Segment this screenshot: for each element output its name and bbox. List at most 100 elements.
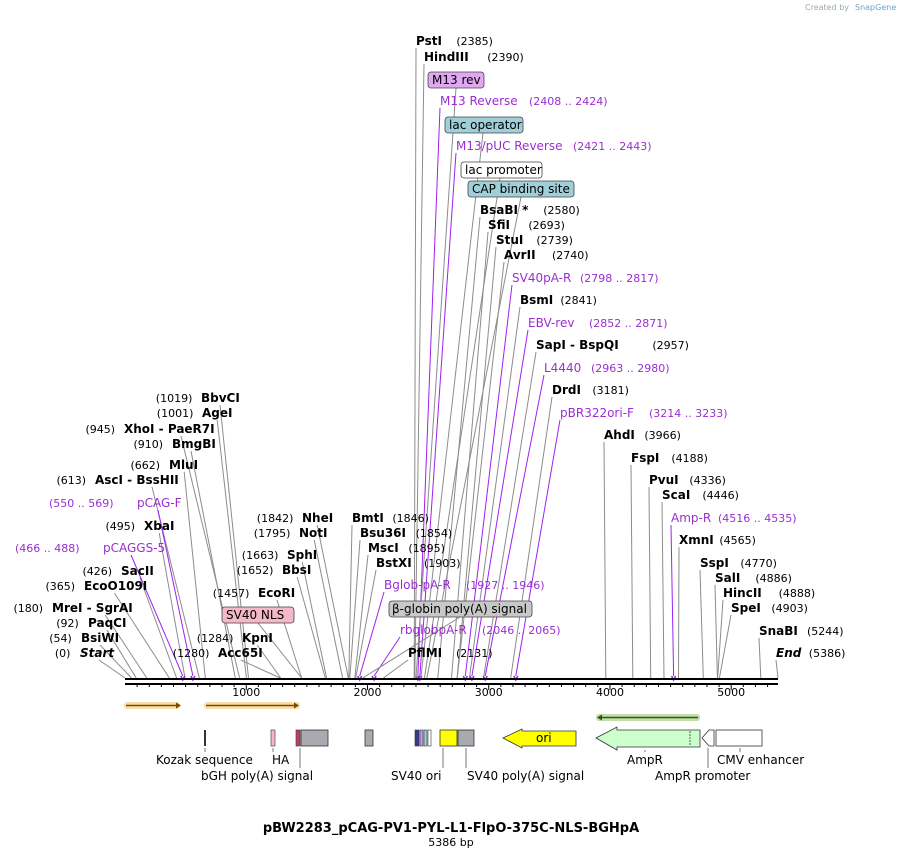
site-sfii[interactable]: SfiI (2693) — [488, 218, 565, 232]
site-xbai[interactable]: XbaI (495) — [106, 519, 175, 533]
primer-name: rbglobpA-R — [400, 623, 467, 637]
boxed-label-m13-rev[interactable]: M13 rev — [427, 71, 485, 89]
site-name: BmgBI — [172, 437, 216, 451]
primer-m13-puc-reverse[interactable]: M13/pUC Reverse (2421 .. 2443) — [456, 139, 652, 153]
site-ahdi[interactable]: AhdI (3966) — [604, 428, 681, 442]
site-leader — [775, 659, 779, 679]
site-bbsi[interactable]: BbsI (1652) — [237, 563, 312, 577]
site-leader — [648, 486, 652, 679]
site-position: (1652) — [237, 564, 274, 577]
boxed-label-beta-globin-polya[interactable]: β-globin poly(A) signal — [388, 600, 533, 618]
site-sali[interactable]: SalI (4886) — [715, 571, 792, 585]
site-sspi[interactable]: SspI (4770) — [700, 556, 777, 570]
boxed-label-lac-promoter[interactable]: lac promoter — [460, 161, 543, 179]
ampr-promoter-label: AmpR promoter — [655, 769, 750, 783]
site-stui[interactable]: StuI (2739) — [496, 233, 573, 247]
site-leader — [714, 584, 718, 679]
site-sphi[interactable]: SphI (1663) — [242, 548, 317, 562]
site-snabi[interactable]: SnaBI (5244) — [759, 624, 844, 638]
site-position: (0) — [55, 647, 71, 660]
site-mrei-sgrai[interactable]: MreI - SgrAI (180) — [14, 601, 133, 615]
site-xhoi-paer7i[interactable]: XhoI - PaeR7I (945) — [86, 422, 215, 436]
site-sacii[interactable]: SacII (426) — [83, 564, 154, 578]
primer-rbglobpa-r[interactable]: rbglobpA-R (2046 .. 2065) — [400, 623, 561, 637]
site-ecoo109i[interactable]: EcoO109I (365) — [46, 579, 148, 593]
site-name: AvrII — [504, 248, 536, 262]
site-leader — [603, 441, 607, 679]
site-acc65i[interactable]: Acc65I (1280) — [173, 646, 263, 660]
primer-pbr322ori-f[interactable]: pBR322ori-F (3214 .. 3233) — [560, 406, 728, 420]
site-bmti[interactable]: BmtI (1846) — [352, 511, 429, 525]
site-name: BsiWI — [81, 631, 119, 645]
site-leader — [699, 569, 704, 679]
site-nhei[interactable]: NheI (1842) — [257, 511, 333, 525]
primer-range: (2963 .. 2980) — [591, 362, 670, 375]
site-position: (910) — [134, 438, 164, 451]
site-mlui[interactable]: MluI (662) — [131, 458, 199, 472]
boxed-label-sv40-nls[interactable]: SV40 NLS — [221, 606, 295, 624]
site-leader — [348, 524, 353, 679]
feature-labels: Kozak sequence HA bGH poly(A) signal SV4… — [156, 748, 804, 783]
site-bbvci[interactable]: BbvCI (1019) — [156, 391, 240, 405]
site-leader — [354, 554, 369, 679]
site-name: MreI - SgrAI — [52, 601, 133, 615]
site-sapi-bspqi[interactable]: SapI - BspQI (2957) — [536, 338, 689, 352]
site-bstxi[interactable]: BstXI (1903) — [376, 556, 461, 570]
site-pvui[interactable]: PvuI (4336) — [649, 473, 726, 487]
site-position: (2390) — [487, 51, 524, 64]
site-name: Acc65I — [218, 646, 263, 660]
site-scai[interactable]: ScaI (4446) — [662, 488, 739, 502]
site-bmgbi[interactable]: BmgBI (910) — [134, 437, 216, 451]
site-ecori[interactable]: EcoRI (1457) — [213, 586, 295, 600]
site-position: (4336) — [689, 474, 726, 487]
site-leader — [414, 63, 425, 679]
site-position: (4888) — [779, 587, 816, 600]
primer-bglob-pa-r[interactable]: Bglob-pA-R (1927 .. 1946) — [384, 578, 545, 592]
site-msci[interactable]: MscI (1895) — [368, 541, 445, 555]
site-bsabi[interactable]: BsaBI * (2580) — [480, 203, 580, 217]
site-pflmi[interactable]: PflMI (2131) — [408, 646, 493, 660]
site-asci-bsshii[interactable]: AscI - BssHII (613) — [57, 473, 179, 487]
site-name: Bsu36I — [360, 526, 406, 540]
kozak-sequence-label: Kozak sequence — [156, 753, 253, 767]
primer-range: (2852 .. 2871) — [589, 317, 668, 330]
site-agei[interactable]: AgeI (1001) — [157, 406, 233, 420]
site-kpni[interactable]: KpnI (1284) — [197, 631, 273, 645]
site-psti[interactable]: PstI (2385) — [416, 34, 493, 48]
site-spei[interactable]: SpeI (4903) — [731, 601, 808, 615]
site-name: PstI — [416, 34, 442, 48]
primer-leader — [130, 554, 184, 677]
cap-binding-site-label: CAP binding site — [472, 182, 570, 196]
site-leader — [383, 659, 409, 679]
site-drdi[interactable]: DrdI (3181) — [552, 383, 629, 397]
nls-mark — [295, 729, 301, 747]
site-hindiii[interactable]: HindIII (2390) — [424, 50, 524, 64]
primer-l4440[interactable]: L4440 (2963 .. 2980) — [544, 361, 670, 375]
site-xmni[interactable]: XmnI (4565) — [679, 533, 756, 547]
site-avrii[interactable]: AvrII (2740) — [504, 248, 589, 262]
boxed-label-cap-binding-site[interactable]: CAP binding site — [467, 180, 575, 198]
site-start[interactable]: Start (0) — [55, 646, 115, 660]
site-fspi[interactable]: FspI (4188) — [631, 451, 708, 465]
primer-pcaggs-5[interactable]: pCAGGS-5 (466 .. 488) — [15, 541, 165, 555]
primer-ebv-rev[interactable]: EBV-rev (2852 .. 2871) — [528, 316, 668, 330]
site-hincii[interactable]: HincII (4888) — [723, 586, 815, 600]
site-leader — [180, 435, 241, 679]
primer-m13-reverse[interactable]: M13 Reverse (2408 .. 2424) — [440, 94, 608, 108]
primer-amp-r[interactable]: Amp-R (4516 .. 4535) — [671, 511, 797, 525]
site-name: HindIII — [424, 50, 469, 64]
site-noti[interactable]: NotI (1795) — [254, 526, 328, 540]
box-leader — [420, 132, 484, 679]
primer-sv40pa-r[interactable]: SV40pA-R (2798 .. 2817) — [512, 271, 659, 285]
ruler-label: 3000 — [475, 686, 503, 699]
primer-pcag-f[interactable]: pCAG-F (550 .. 569) — [49, 496, 182, 510]
site-bsmi[interactable]: BsmI (2841) — [520, 293, 597, 307]
site-end[interactable]: End (5386) — [776, 646, 845, 660]
site-bsu36i[interactable]: Bsu36I (1854) — [360, 526, 452, 540]
boxed-label-lac-operator[interactable]: lac operator — [444, 116, 524, 134]
primer-leader — [484, 374, 545, 677]
site-paqci[interactable]: PaqCI (92) — [56, 616, 126, 630]
site-bsiwi[interactable]: BsiWI (54) — [49, 631, 119, 645]
primer-leader — [515, 419, 561, 677]
site-position: (2740) — [552, 249, 589, 262]
